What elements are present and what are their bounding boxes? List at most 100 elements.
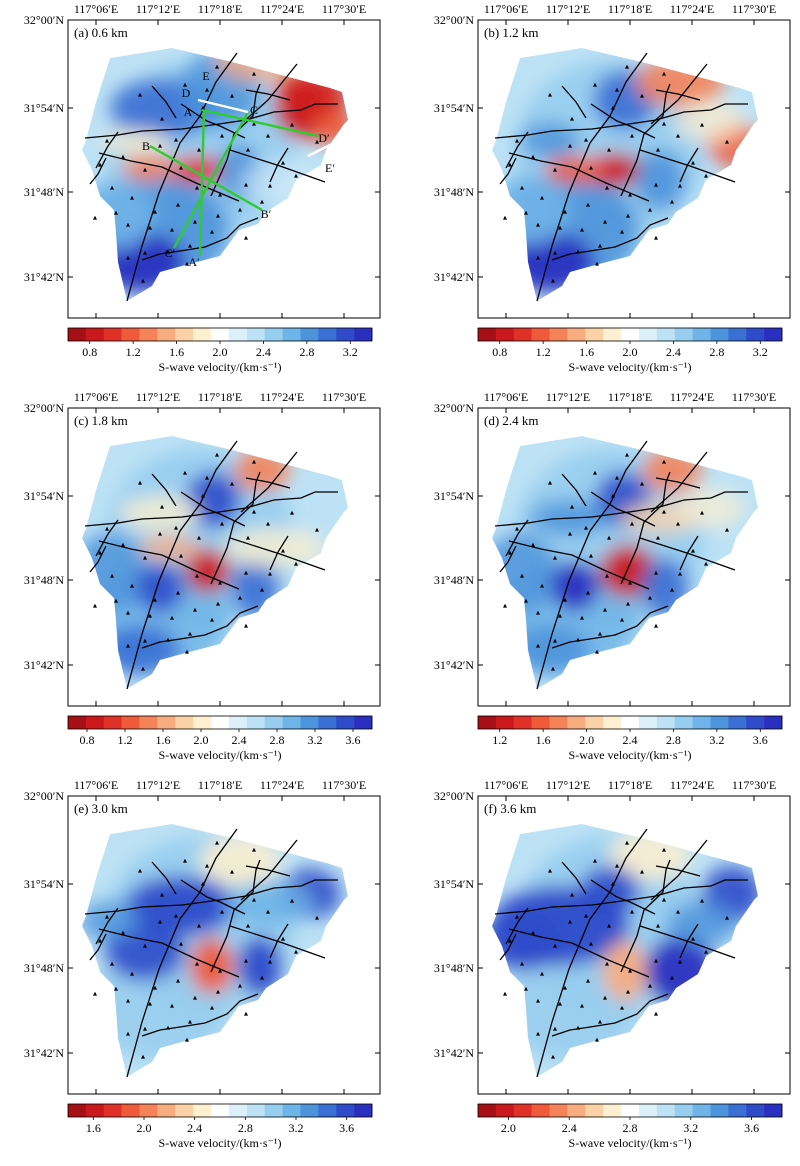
station-triangle: [215, 64, 219, 69]
colorbar-swatch: [764, 1104, 783, 1117]
station-triangle: [508, 550, 512, 555]
station-triangle: [114, 598, 118, 603]
profile-label: A′: [188, 255, 200, 269]
station-triangle: [662, 509, 666, 514]
colorbar-tick-label: 2.4: [666, 345, 681, 359]
x-tick-label: 117°24′E: [670, 390, 714, 404]
station-triangle: [121, 154, 125, 159]
colorbar-swatch: [318, 1104, 337, 1117]
station-triangle: [520, 573, 524, 578]
colorbar-title: S-wave velocity/(km·s⁻¹): [569, 360, 692, 374]
fault-line: [269, 147, 289, 183]
colorbar-swatch: [746, 328, 765, 341]
station-triangle: [215, 840, 219, 845]
station-triangle: [138, 868, 142, 873]
fault-line: [650, 839, 708, 901]
station-triangle: [205, 863, 209, 868]
station-triangle: [153, 209, 157, 214]
fault-line: [561, 861, 587, 895]
fault-line: [240, 451, 298, 513]
station-triangle: [553, 555, 557, 560]
fault-line: [240, 839, 298, 901]
station-triangle: [195, 185, 199, 190]
fault-line: [505, 519, 529, 557]
station-triangle: [218, 580, 222, 585]
station-triangle: [244, 235, 248, 240]
fault-line: [655, 865, 701, 877]
map-svg: 117°06′E 117°12′E 117°18′E 117°24′E 117°30′E…: [434, 2, 791, 374]
x-tick-label: 117°18′E: [198, 390, 242, 404]
station-triangle: [252, 71, 256, 76]
colorbar-tick-label: 3.6: [744, 1121, 759, 1135]
fault-line: [84, 879, 338, 915]
fault-line: [505, 131, 529, 169]
colorbar-tick-label: 2.8: [270, 733, 285, 747]
station-triangle: [266, 909, 270, 914]
station-triangle: [260, 975, 264, 980]
x-tick-label: 117°18′E: [198, 778, 242, 792]
station-triangle: [252, 509, 256, 514]
station-triangle: [558, 225, 562, 230]
station-triangle: [238, 595, 242, 600]
station-triangle: [148, 613, 152, 618]
colorbar: 0.8 1.2 1.6 2.0 2.4 2.8 3.2 3.6 S-wave velocity/…: [67, 715, 373, 762]
colorbar-swatch: [746, 1104, 765, 1117]
station-triangle: [584, 525, 588, 530]
map-frame: [477, 407, 791, 707]
velocity-anomaly: [240, 160, 310, 204]
colorbar-swatch: [282, 1104, 301, 1117]
station-triangle: [654, 958, 658, 963]
x-tick-label: 117°18′E: [198, 2, 242, 16]
velocity-anomaly: [551, 561, 599, 611]
station-triangle: [110, 185, 114, 190]
fault-line: [89, 157, 107, 185]
colorbar-tick-label: 1.2: [536, 345, 551, 359]
profile-line-ee-east: [307, 136, 345, 158]
panel-title: (a) 0.6 km: [74, 25, 128, 40]
profile-label: A: [184, 105, 193, 119]
colorbar-swatch: [567, 716, 586, 729]
colorbar-swatch: [478, 1104, 497, 1117]
station-triangle: [570, 892, 574, 897]
colorbar-swatch: [674, 1104, 693, 1117]
station-triangle: [220, 133, 224, 138]
fault-line: [98, 928, 240, 978]
station-triangle: [524, 210, 528, 215]
colorbar-swatch: [121, 1104, 140, 1117]
fault-line: [141, 217, 259, 261]
station-triangle: [260, 587, 264, 592]
velocity-anomaly: [603, 941, 647, 1001]
station-triangle: [188, 243, 192, 248]
station-triangle: [607, 535, 611, 540]
station-triangle: [126, 1031, 130, 1036]
station-triangle: [551, 1054, 555, 1059]
station-triangle: [290, 122, 294, 127]
velocity-anomaly: [675, 100, 745, 144]
y-tick-label: 31°54′N: [434, 101, 474, 115]
x-tick-label: 117°06′E: [74, 390, 118, 404]
fault-line: [151, 85, 177, 119]
fault-line: [98, 152, 240, 202]
station-triangle: [551, 666, 555, 671]
colorbar-swatch: [585, 1104, 604, 1117]
colorbar-swatch: [85, 1104, 105, 1117]
x-tick-label: 117°18′E: [608, 778, 652, 792]
fault-line: [98, 540, 240, 590]
velocity-field: [492, 48, 758, 301]
colorbar-swatch: [354, 1104, 373, 1117]
station-triangle: [615, 475, 619, 480]
map-frame: [67, 407, 381, 707]
station-triangle: [185, 261, 189, 266]
station-triangle: [620, 1005, 624, 1010]
station-triangle: [670, 199, 674, 204]
station-triangle: [252, 847, 256, 852]
x-tick-label: 117°30′E: [732, 390, 776, 404]
colorbar: 1.6 2.0 2.4 2.8 3.2 3.6 S-wave velocity/(km·s⁻…: [67, 1103, 373, 1150]
station-triangle: [121, 542, 125, 547]
velocity-anomaly: [635, 150, 685, 210]
velocity-anomaly: [667, 902, 737, 946]
colorbar-tick-label: 0.8: [80, 733, 95, 747]
fault-line: [245, 477, 291, 489]
colorbar: 1.2 1.6 2.0 2.4 2.8 3.2 3.6 S-wave velocity/(km…: [477, 715, 783, 762]
fault-line: [229, 925, 326, 959]
